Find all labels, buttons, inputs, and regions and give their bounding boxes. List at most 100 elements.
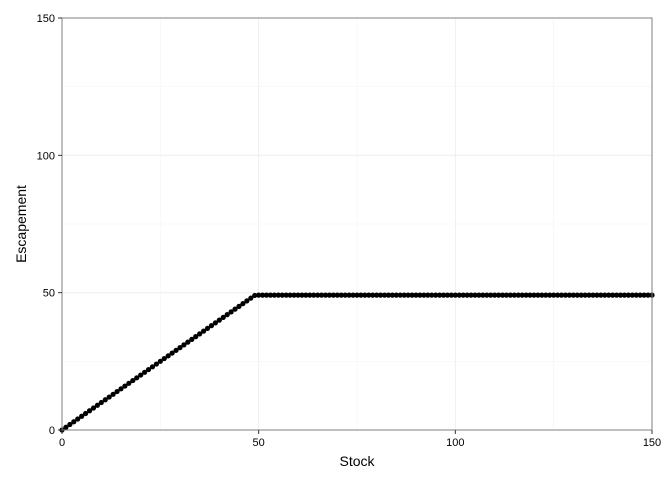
data-point (503, 292, 510, 298)
data-point (212, 320, 218, 326)
data-point (433, 292, 439, 298)
data-point (260, 292, 266, 298)
data-point (275, 292, 281, 298)
data-point (519, 292, 525, 298)
data-point (405, 292, 411, 298)
data-point (354, 292, 360, 298)
data-point (326, 292, 333, 298)
data-point (63, 424, 69, 430)
data-point (562, 292, 569, 298)
data-point (370, 292, 376, 298)
x-tick-label: 0 (59, 437, 65, 449)
y-axis-ticks: 0 50 100 150 (37, 13, 62, 437)
data-point (307, 292, 313, 298)
data-point (83, 410, 89, 417)
data-point (378, 292, 384, 298)
data-point (165, 353, 171, 359)
data-point (578, 292, 584, 298)
data-point (189, 336, 195, 342)
data-point (102, 397, 108, 403)
data-point (153, 361, 159, 367)
data-point (511, 292, 517, 298)
data-point (193, 334, 199, 340)
x-axis-title: Stock (339, 453, 375, 469)
data-point (86, 408, 93, 414)
data-point (440, 292, 447, 298)
data-point (185, 339, 191, 345)
data-point (566, 292, 573, 298)
data-point (228, 309, 234, 315)
x-tick-label: 150 (643, 437, 661, 449)
data-point (157, 358, 163, 364)
data-point (295, 292, 301, 298)
data-point (598, 292, 604, 298)
data-point (381, 292, 388, 298)
data-point (303, 292, 309, 298)
data-point (110, 391, 116, 397)
data-point (535, 292, 541, 298)
data-point (558, 292, 565, 298)
data-point (617, 292, 624, 298)
data-point (279, 292, 285, 298)
data-point (232, 306, 238, 312)
plot-border (61, 17, 653, 431)
data-point (456, 292, 462, 298)
data-point (283, 292, 289, 298)
data-point (586, 292, 592, 298)
data-point (346, 292, 352, 298)
data-point (393, 292, 399, 298)
data-point (555, 292, 561, 298)
data-point (594, 292, 600, 298)
data-point (67, 421, 73, 428)
data-point (319, 292, 325, 298)
data-point (204, 325, 211, 331)
data-point (385, 292, 392, 298)
data-point (106, 394, 112, 400)
data-point (448, 292, 454, 298)
data-point (287, 292, 293, 298)
data-point (216, 317, 222, 323)
y-tick-label: 0 (49, 425, 55, 437)
data-point (452, 292, 458, 298)
data-point (397, 292, 403, 298)
data-point (130, 377, 136, 384)
data-point (637, 292, 643, 298)
data-point (641, 292, 647, 298)
data-point (590, 292, 596, 298)
data-point (460, 292, 466, 298)
data-point (201, 328, 207, 334)
data-point (224, 312, 230, 318)
data-point (409, 292, 415, 298)
data-point (444, 292, 451, 298)
data-point (90, 405, 97, 411)
data-point (531, 292, 537, 298)
data-point (114, 388, 120, 395)
data-point (484, 292, 490, 298)
data-point (421, 292, 427, 298)
data-point (334, 292, 340, 298)
data-point (350, 292, 356, 298)
data-point (248, 295, 254, 301)
data-point (417, 292, 423, 298)
data-point (499, 292, 506, 298)
data-point (413, 292, 419, 298)
data-point (138, 372, 144, 378)
data-point (629, 292, 635, 298)
data-point (169, 350, 175, 356)
data-point (389, 292, 395, 298)
data-point (291, 292, 297, 298)
data-point (142, 369, 148, 375)
data-point (570, 292, 576, 298)
data-point (633, 292, 639, 298)
data-point (539, 292, 545, 298)
data-point (145, 366, 152, 373)
data-point (197, 331, 203, 337)
data-point (256, 292, 262, 298)
data-point (94, 402, 100, 408)
data-point (342, 292, 348, 298)
y-tick-label: 150 (37, 13, 55, 25)
data-point (543, 292, 549, 298)
data-point (464, 292, 470, 298)
data-point (496, 292, 502, 298)
